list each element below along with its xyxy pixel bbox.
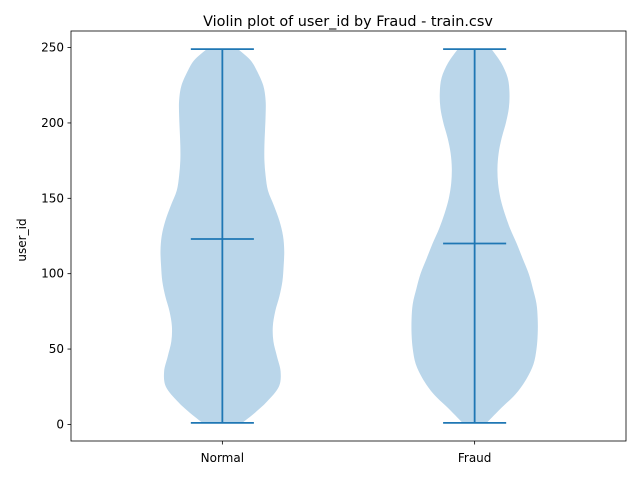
y-tick-label: 50 (49, 342, 64, 356)
plot-area (160, 48, 538, 424)
x-tick-label-fraud: Fraud (458, 451, 492, 465)
axes-frame (70, 30, 627, 442)
y-axis: 0 50 100 150 200 250 (41, 41, 71, 431)
chart-title: Violin plot of user_id by Fraud - train.… (203, 14, 493, 30)
y-tick-label: 100 (41, 267, 64, 281)
y-tick-label: 250 (41, 41, 64, 55)
y-tick-label: 150 (41, 191, 64, 205)
x-axis: Normal Fraud (201, 441, 492, 465)
y-tick-label: 0 (56, 417, 64, 431)
x-tick-label-normal: Normal (201, 451, 244, 465)
y-axis-label: user_id (15, 218, 29, 261)
y-tick-label: 200 (41, 116, 64, 130)
